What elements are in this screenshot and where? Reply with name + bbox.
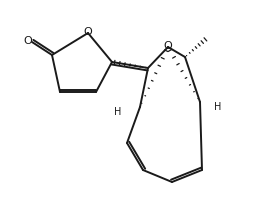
Text: O: O	[84, 27, 92, 37]
Text: H: H	[214, 102, 222, 112]
Text: O: O	[23, 36, 32, 46]
Text: O: O	[164, 41, 172, 51]
Text: H: H	[114, 107, 122, 117]
